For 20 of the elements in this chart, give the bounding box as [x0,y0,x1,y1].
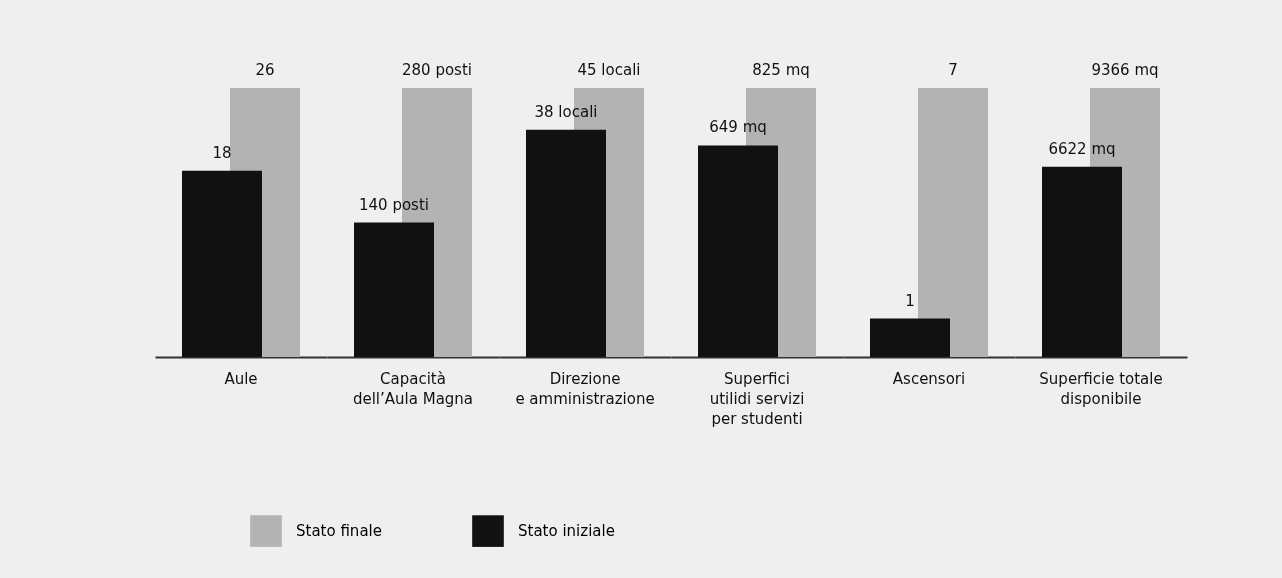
data-label: 38 locali [534,102,598,121]
data-label: 649 mq [709,118,767,137]
data-label: 825 mq [752,61,810,79]
data-label: 6622 mq [1048,139,1116,158]
data-label: 140 posti [359,195,429,214]
x-tick-label: Capacità dell’Aula Magna [352,369,474,408]
data-label: 26 [255,61,275,79]
x-tick-label: Superfici utilidi servizi per studenti [709,369,805,428]
x-tick-label: Superficie totale disponibile [1039,369,1163,408]
data-label: 45 locali [577,61,641,79]
data-label: 7 [948,61,958,79]
data-label: 280 posti [402,61,472,79]
x-tick-label: Direzione e amministrazione [515,369,655,408]
legend-label: Stato iniziale [518,522,615,541]
data-label: 9366 mq [1091,61,1159,79]
x-tick-label: Ascensori [892,369,966,388]
legend-label: Stato finale [296,522,382,541]
data-label: 1 [905,291,915,310]
x-tick-label: Aule [224,369,258,388]
data-label: 18 [212,143,232,162]
